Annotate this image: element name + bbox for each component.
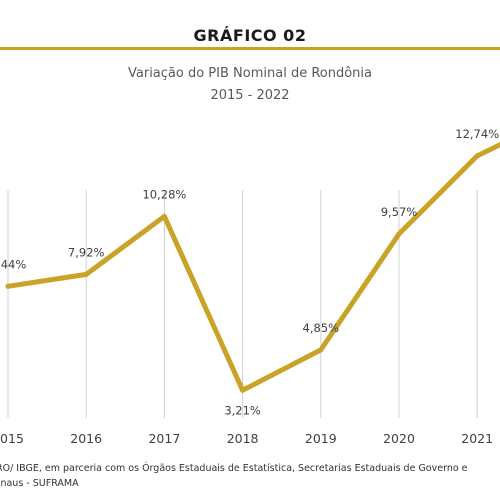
data-point-2017 [161, 213, 167, 219]
data-label-2020: 9,57% [381, 205, 418, 219]
data-point-2015 [5, 283, 11, 289]
x-tick-2016: 2016 [70, 431, 102, 446]
data-label-2021: 12,74% [455, 127, 499, 141]
chart-subtitle: 2015 - 2022 [210, 88, 290, 103]
x-tick-2017: 2017 [148, 431, 180, 446]
data-point-2016 [83, 271, 89, 277]
source-line-2: lanaus - SUFRAMA [0, 478, 79, 489]
x-tick-2015: 2015 [0, 431, 24, 446]
header-rule [0, 47, 500, 50]
source-line-1: RO/ IBGE, em parceria com os Órgãos Esta… [0, 463, 468, 474]
series-line [5, 141, 500, 393]
chart-title: Variação do PIB Nominal de Rondônia [128, 66, 372, 81]
x-tick-2019: 2019 [305, 431, 337, 446]
figure-label: GRÁFICO 02 [193, 26, 307, 45]
data-label-2015: 7,44% [0, 257, 26, 271]
data-point-2019 [318, 347, 324, 353]
data-label-2017: 10,28% [142, 187, 186, 201]
x-tick-2021: 2021 [461, 431, 493, 446]
data-label-2019: 4,85% [303, 321, 340, 335]
x-tick-2018: 2018 [227, 431, 259, 446]
data-point-2021 [474, 153, 480, 159]
data-point-2018 [240, 387, 246, 393]
data-label-2016: 7,92% [68, 245, 105, 259]
data-point-2020 [396, 231, 402, 237]
x-tick-2020: 2020 [383, 431, 415, 446]
data-label-2018: 3,21% [224, 403, 261, 417]
source-note: RO/ IBGE, em parceria com os Órgãos Esta… [0, 461, 500, 501]
